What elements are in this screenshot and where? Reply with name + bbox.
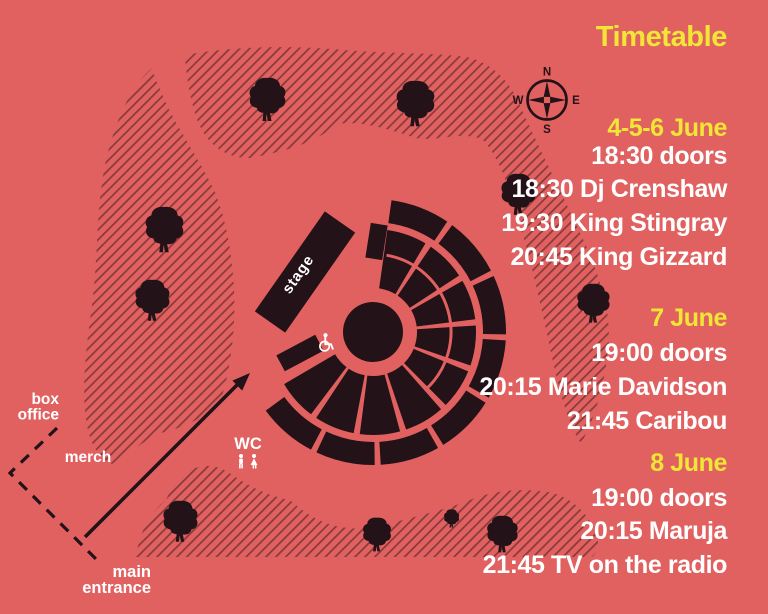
main-entrance-label: entrance: [82, 579, 151, 597]
stage-block: stage: [254, 211, 356, 333]
entrance-arrow: [83, 379, 243, 539]
timetable-entry: 20:45 King Gizzard: [510, 243, 728, 271]
amphitheatre-center-circle: [343, 302, 403, 362]
queue-dashed-path: [7, 426, 99, 562]
timetable-entry: 21:45 TV on the radio: [482, 551, 728, 579]
box-office-label: box: [31, 391, 59, 408]
compass-icon: N E S W: [513, 67, 581, 137]
merch-label: merch: [65, 449, 112, 466]
timetable-day-header: 8 June: [650, 449, 727, 477]
timetable-entry: 19:30 King Stingray: [501, 209, 727, 237]
wheelchair-icon: [319, 333, 334, 352]
timetable-entry: 18:30 doors: [591, 142, 727, 170]
hatch-area-left: [84, 68, 235, 464]
timetable-entry: 19:00 doors: [591, 484, 727, 512]
accessible-seating-block-west: [276, 334, 324, 372]
restroom-icons: [239, 454, 258, 469]
timetable-title: Timetable: [595, 21, 728, 53]
compass-south-label: S: [543, 124, 551, 136]
hatch-area-bottom: [136, 465, 599, 557]
timetable-entry: 19:00 doors: [591, 339, 727, 367]
timetable-entry: 21:45 Caribou: [566, 407, 728, 435]
accessible-seating-block-north: [365, 222, 388, 261]
amphitheatre-seating-outer: [240, 199, 506, 465]
amphitheatre-tier-gap: [386, 253, 453, 392]
amphitheatre: [240, 199, 506, 465]
timetable-day-header: 7 June: [650, 304, 727, 332]
timetable-entry: 18:30 Dj Crenshaw: [511, 175, 727, 203]
timetable-entry: 20:15 Marie Davidson: [479, 373, 727, 401]
timetable-day-header: 4-5-6 June: [607, 114, 727, 142]
timetable-entry: 20:15 Maruja: [580, 517, 727, 545]
wc-label: WC: [234, 435, 262, 453]
main-entrance-label: main: [112, 563, 151, 581]
box-office-label: office: [18, 407, 60, 424]
entrance-arrow-head: [232, 373, 250, 391]
hatch-area-top-right: [185, 47, 609, 444]
compass-north-label: N: [543, 67, 551, 79]
amphitheatre-seating-inner: [270, 229, 476, 435]
compass-east-label: E: [572, 95, 580, 107]
compass-west-label: W: [513, 95, 524, 107]
